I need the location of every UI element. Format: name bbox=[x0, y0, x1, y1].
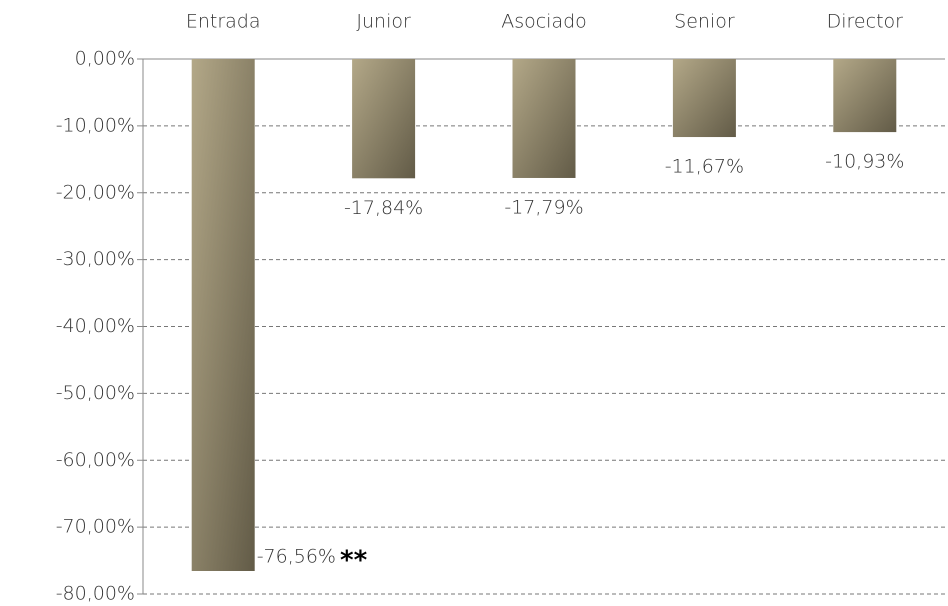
x-tick-label: Asociado bbox=[501, 11, 587, 33]
y-tick-label: -40,00% bbox=[56, 315, 135, 337]
bar bbox=[672, 59, 736, 138]
y-tick-label: -20,00% bbox=[56, 181, 135, 203]
annotation: ** bbox=[340, 545, 368, 575]
data-label: -17,84% bbox=[344, 197, 423, 219]
data-label: -10,93% bbox=[825, 151, 904, 173]
x-tick-label: Senior bbox=[674, 11, 735, 33]
bar bbox=[352, 59, 416, 179]
y-tick-label: 0,00% bbox=[75, 48, 135, 70]
x-tick-label: Junior bbox=[356, 11, 411, 33]
bar bbox=[512, 59, 576, 178]
y-tick-label: -10,00% bbox=[56, 114, 135, 136]
x-tick-label: Entrada bbox=[186, 11, 261, 33]
data-label: -17,79% bbox=[504, 196, 583, 218]
y-tick-label: -60,00% bbox=[56, 449, 135, 471]
bar bbox=[833, 59, 897, 133]
y-tick-label: -30,00% bbox=[56, 248, 135, 270]
data-label: -11,67% bbox=[665, 156, 744, 178]
x-tick-label: Director bbox=[827, 11, 904, 33]
data-label: -76,56% bbox=[257, 545, 336, 567]
bar bbox=[191, 59, 255, 571]
y-tick-label: -50,00% bbox=[56, 382, 135, 404]
y-tick-label: -70,00% bbox=[56, 516, 135, 538]
y-tick-label: -80,00% bbox=[56, 583, 135, 605]
